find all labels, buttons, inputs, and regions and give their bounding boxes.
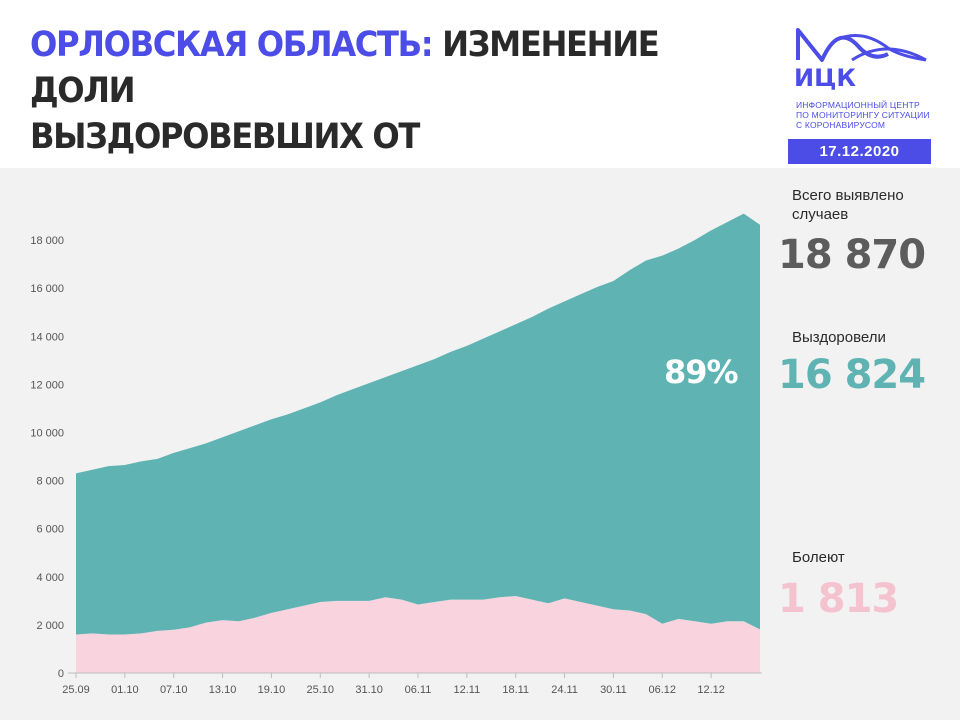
area-chart: 0 2 000 4 000 6 000 8 000 10 000 12 000 14 000 1… xyxy=(30,213,762,696)
x-tick-label: 12.12 xyxy=(697,684,725,696)
area-series-recovered xyxy=(76,213,760,635)
logo-line-1: ИНФОРМАЦИОННЫЙ ЦЕНТР xyxy=(796,100,920,110)
date-badge: 17.12.2020 xyxy=(788,139,931,164)
header: ОРЛОВСКАЯ ОБЛАСТЬ: ИЗМЕНЕНИЕ ДОЛИ ВЫЗДОР… xyxy=(0,0,960,203)
x-tick-label: 07.10 xyxy=(160,684,188,696)
title-region: ОРЛОВСКАЯ ОБЛАСТЬ: xyxy=(30,25,434,65)
x-tick-label: 12.11 xyxy=(453,684,480,696)
sick-label: Болеют xyxy=(792,549,845,566)
recovered-label: Выздоровели xyxy=(792,329,886,346)
y-tick-label: 12 000 xyxy=(30,379,64,391)
logo-line-2: ПО МОНИТОРИНГУ СИТУАЦИИ xyxy=(796,110,930,120)
x-tick-label: 19.10 xyxy=(258,684,286,696)
y-tick-label: 4 000 xyxy=(36,572,64,584)
y-tick-label: 14 000 xyxy=(30,331,64,343)
recovered-value: 16 824 xyxy=(778,352,926,398)
y-tick-label: 16 000 xyxy=(30,283,64,295)
y-tick-label: 2 000 xyxy=(36,620,64,632)
x-tick-label: 01.10 xyxy=(111,684,139,696)
x-tick-label: 13.10 xyxy=(209,684,237,696)
x-tick-label: 24.11 xyxy=(551,684,578,696)
title-rest: ИЗМЕНЕНИЕ ДОЛИ xyxy=(30,25,660,111)
x-tick-label: 25.09 xyxy=(62,684,90,696)
y-tick-label: 10 000 xyxy=(30,427,64,439)
x-tick-label: 06.12 xyxy=(649,684,677,696)
logo: ИЦК ИНФОРМАЦИОННЫЙ ЦЕНТР ПО МОНИТОРИНГУ … xyxy=(792,20,932,160)
x-tick-label: 30.11 xyxy=(600,684,627,696)
y-tick-label: 8 000 xyxy=(36,476,64,488)
recovered-share-label: 89% xyxy=(664,353,739,391)
logo-wave-icon xyxy=(796,28,927,62)
total-cases-label: Всего выявлено случаев xyxy=(792,187,904,223)
x-tick-label: 25.10 xyxy=(307,684,335,696)
x-tick-label: 06.11 xyxy=(405,684,432,696)
area-series-sick xyxy=(76,596,760,673)
y-tick-label: 6 000 xyxy=(36,524,64,536)
y-tick-label: 18 000 xyxy=(30,235,64,247)
total-cases-value: 18 870 xyxy=(778,232,926,278)
logo-line-3: С КОРОНАВИРУСОМ xyxy=(796,120,886,130)
x-tick-label: 31.10 xyxy=(355,684,383,696)
y-tick-label: 0 xyxy=(58,668,64,680)
sick-value: 1 813 xyxy=(778,576,899,622)
logo-abbr: ИЦК xyxy=(794,64,856,92)
x-tick-label: 18.11 xyxy=(502,684,529,696)
